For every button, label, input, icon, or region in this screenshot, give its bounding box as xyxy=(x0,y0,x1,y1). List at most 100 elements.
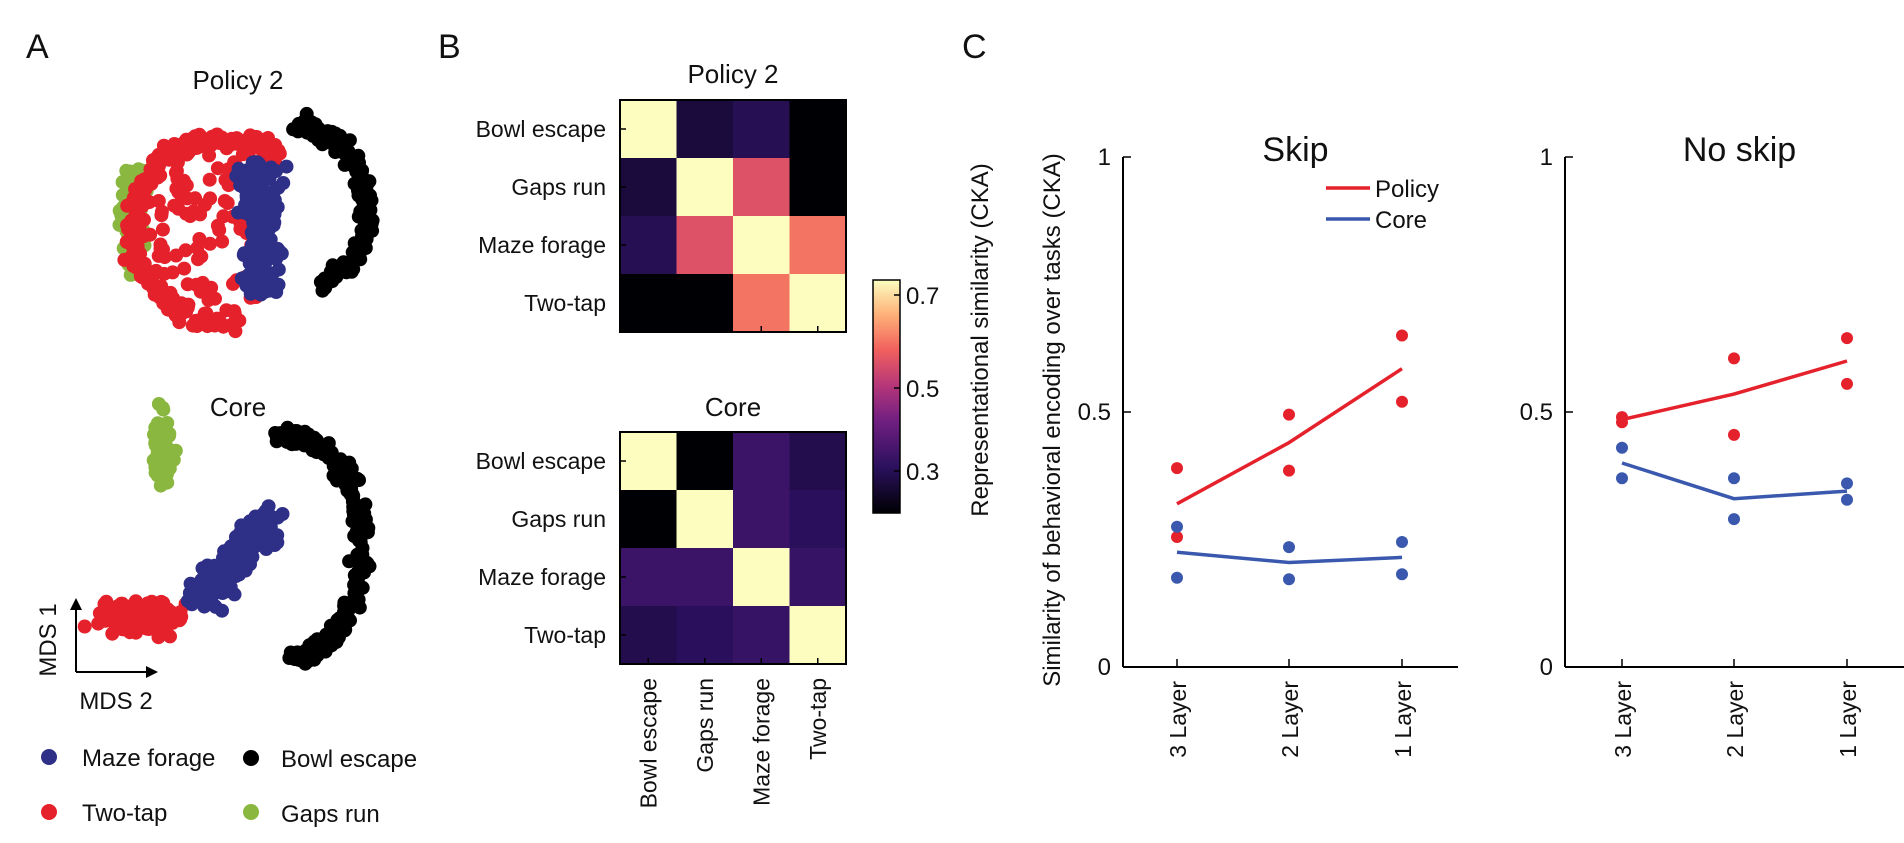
mds-point-two-tap xyxy=(165,609,180,624)
y-tick-label: 0 xyxy=(1098,654,1111,681)
heatmap-cell xyxy=(620,548,677,606)
mds-point-two-tap xyxy=(169,164,184,178)
series-point-core xyxy=(1841,477,1853,490)
mds-point-maze-forage xyxy=(247,155,262,170)
mds-point-two-tap xyxy=(144,274,159,289)
mds-point-bowl-escape xyxy=(297,646,312,661)
heatmap-cell xyxy=(620,606,677,664)
series-line-policy xyxy=(1621,359,1848,422)
mds-point-two-tap xyxy=(208,291,222,306)
heatmap-cell xyxy=(789,100,846,158)
x-tick-label: 2 Layer xyxy=(1722,681,1748,758)
heatmap-cell xyxy=(733,432,790,490)
mds-point-maze-forage xyxy=(250,277,265,292)
mds-point-two-tap xyxy=(214,130,229,145)
mds-point-bowl-escape xyxy=(352,579,367,594)
heatmap-row-label: Two-tap xyxy=(524,622,606,648)
mds-point-two-tap xyxy=(188,313,203,328)
mds-point-bowl-escape xyxy=(363,203,378,217)
series-point-policy xyxy=(1841,377,1853,390)
series-point-core xyxy=(1171,571,1183,584)
heatmap-col-label: Two-tap xyxy=(805,678,831,760)
mds-point-bowl-escape xyxy=(354,223,369,238)
mds-point-two-tap xyxy=(192,232,207,246)
mds-point-bowl-escape xyxy=(333,452,348,467)
mds-point-bowl-escape xyxy=(286,427,301,442)
mds-point-maze-forage xyxy=(263,520,278,534)
legend-label-two-tap: Two-tap xyxy=(82,800,167,827)
mds-point-maze-forage xyxy=(252,249,267,264)
mds-point-two-tap xyxy=(139,610,154,625)
series-point-policy xyxy=(1728,352,1740,365)
mds-point-maze-forage xyxy=(249,172,264,187)
mds-point-maze-forage xyxy=(234,518,249,533)
heatmap-cell xyxy=(676,490,733,548)
mds-point-bowl-escape xyxy=(350,507,364,522)
series-point-core xyxy=(1396,568,1408,581)
mds-point-maze-forage xyxy=(217,566,232,581)
heatmap-x-labels: Bowl escape Gaps run Maze forage Two-tap xyxy=(635,678,831,808)
panel-a: Policy 2 Core MDS 1 MDS 2 Maze forage Bo… xyxy=(35,65,417,828)
mds-point-gaps-run xyxy=(153,449,167,464)
mds-point-two-tap xyxy=(98,613,113,628)
mds-core-title: Core xyxy=(210,392,266,422)
mds-point-two-tap xyxy=(177,261,192,276)
line-chart-title: No skip xyxy=(1683,131,1796,169)
mds-point-two-tap xyxy=(228,324,243,339)
mds-point-gaps-run xyxy=(151,397,166,411)
mds-point-two-tap xyxy=(202,172,217,187)
mds-point-two-tap xyxy=(169,248,184,263)
mds-point-two-tap xyxy=(77,619,92,634)
series-point-policy xyxy=(1396,329,1408,342)
mds-point-two-tap xyxy=(130,214,145,229)
mds-point-two-tap xyxy=(203,236,217,251)
mds-point-two-tap xyxy=(230,136,244,151)
heatmap-cell xyxy=(789,548,846,606)
mds-point-maze-forage xyxy=(255,507,270,522)
heatmap-cell xyxy=(733,606,790,664)
mds-point-two-tap xyxy=(151,248,166,263)
legend-label-gaps-run: Gaps run xyxy=(281,801,380,828)
heatmap-cell xyxy=(620,158,677,216)
mds-point-two-tap xyxy=(146,153,160,168)
mds-point-bowl-escape xyxy=(362,192,377,207)
mds-point-maze-forage xyxy=(264,189,279,204)
mds-point-two-tap xyxy=(199,306,214,321)
mds-point-two-tap xyxy=(172,315,187,330)
mds-point-bowl-escape xyxy=(283,645,298,660)
series-point-policy xyxy=(1171,531,1183,543)
mds-point-two-tap xyxy=(143,227,158,242)
mds-point-bowl-escape xyxy=(347,529,362,543)
mds-point-maze-forage xyxy=(227,547,241,562)
heatmap-cell xyxy=(733,490,790,548)
mds-point-two-tap xyxy=(220,196,235,210)
mds-point-bowl-escape xyxy=(306,122,321,137)
mds-point-two-tap xyxy=(155,222,170,237)
legend-marker-two-tap xyxy=(41,804,57,820)
legend-marker-maze-forage xyxy=(41,749,57,765)
heatmap-policy-title: Policy 2 xyxy=(687,59,778,89)
series-line-policy xyxy=(1176,367,1403,506)
mds-point-two-tap xyxy=(154,594,169,609)
mds-point-two-tap xyxy=(180,277,195,292)
heatmap-col-label: Maze forage xyxy=(748,678,774,806)
mds-point-bowl-escape xyxy=(268,426,283,440)
mds-point-bowl-escape xyxy=(347,246,362,260)
mds-point-two-tap xyxy=(179,304,194,319)
mds-point-maze-forage xyxy=(238,563,253,578)
mds-point-two-tap xyxy=(210,161,225,176)
mds-point-two-tap xyxy=(163,303,178,318)
colorbar-tick-03: 0.3 xyxy=(906,459,939,486)
series-point-policy xyxy=(1283,408,1295,421)
mds-point-maze-forage xyxy=(270,241,285,256)
mds-point-maze-forage xyxy=(250,266,265,281)
legend-label-core: Core xyxy=(1375,207,1427,234)
mds-point-two-tap xyxy=(154,208,169,223)
heatmap-row-label: Maze forage xyxy=(478,232,606,258)
c-ylabel-outer: Similarity of behavioral encoding over t… xyxy=(1039,153,1066,687)
line-chart-skip: 0 0.5 1 3 Layer 2 Layer 1 Layer Skip Policy Core xyxy=(1078,131,1458,758)
mds-point-maze-forage xyxy=(259,542,274,556)
heatmap-cell xyxy=(676,158,733,216)
heatmap-cell xyxy=(733,216,790,274)
mds-point-two-tap xyxy=(190,140,205,155)
